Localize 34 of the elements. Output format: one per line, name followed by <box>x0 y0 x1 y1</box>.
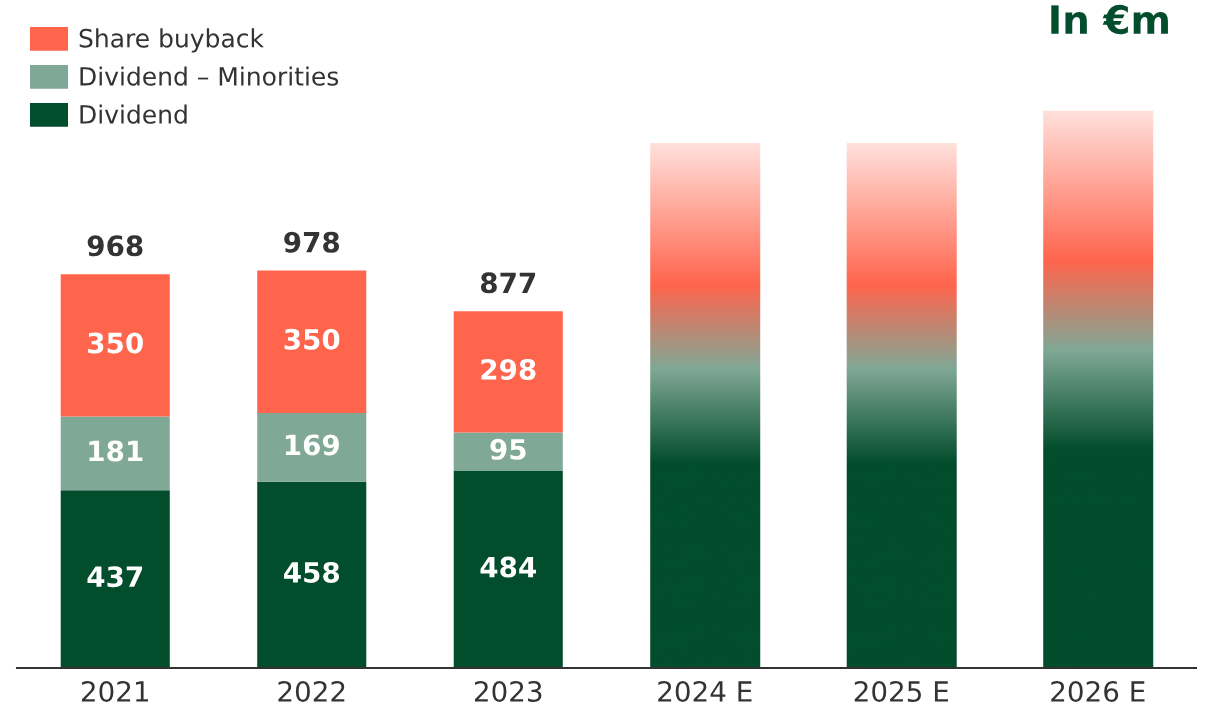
x-tick-label: 2021 <box>81 680 149 702</box>
data-label: 350 <box>284 328 340 350</box>
legend-label: Share buyback <box>79 28 264 53</box>
bar <box>257 481 367 668</box>
bar <box>60 416 170 491</box>
bar <box>257 412 367 482</box>
data-label: 95 <box>490 438 526 460</box>
bar <box>453 471 563 668</box>
total-label: 968 <box>87 235 143 257</box>
data-label: 169 <box>285 434 339 456</box>
bar <box>1043 110 1154 668</box>
x-tick-label: 2024 E <box>658 680 752 702</box>
chart-title: In €m <box>1051 4 1168 35</box>
bar <box>846 143 957 668</box>
bar <box>453 311 563 433</box>
bar <box>257 270 367 413</box>
data-label: 458 <box>284 561 340 583</box>
bar <box>60 274 170 417</box>
x-tick-label: 2025 E <box>854 680 949 702</box>
total-label: 877 <box>480 272 536 294</box>
x-tick-label: 2023 <box>474 680 542 702</box>
data-label: 484 <box>480 556 536 578</box>
x-tick-label: 2022 <box>278 680 345 702</box>
legend-label: Dividend <box>80 104 187 124</box>
bar <box>453 432 563 472</box>
x-tick-label: 2026 E <box>1051 680 1145 702</box>
bar <box>650 143 761 668</box>
data-label: 298 <box>481 358 536 380</box>
data-label: 437 <box>87 566 143 588</box>
legend-label: Dividend – Minorities <box>80 66 339 86</box>
bar <box>60 490 170 668</box>
data-label: 181 <box>89 440 143 462</box>
data-label: 350 <box>88 332 143 354</box>
total-label: 978 <box>284 231 340 253</box>
